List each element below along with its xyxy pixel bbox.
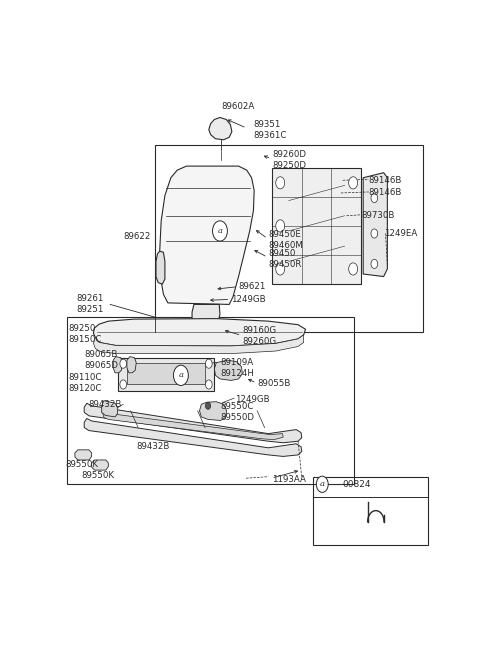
Text: 89602A: 89602A [221,103,254,111]
Polygon shape [156,251,165,284]
Bar [127,363,205,384]
Text: 89351
89361C: 89351 89361C [253,120,287,139]
Circle shape [120,359,127,368]
Polygon shape [103,409,283,440]
Circle shape [213,221,228,241]
Text: 89450E
89460M: 89450E 89460M [268,230,303,250]
Text: 89110C
89120C: 89110C 89120C [68,373,102,393]
Text: 89550K: 89550K [66,459,98,468]
Polygon shape [75,450,92,460]
Text: 89432B: 89432B [88,400,121,409]
Polygon shape [215,360,242,380]
Bar [155,145,423,332]
Polygon shape [84,403,302,443]
Text: 89260D
89250D: 89260D 89250D [272,150,306,170]
Circle shape [205,402,211,409]
Circle shape [120,380,127,389]
Text: 1249GB: 1249GB [235,395,269,403]
Text: 00824: 00824 [343,480,371,489]
Text: 89250
89150C: 89250 89150C [68,324,102,344]
Text: 89432B: 89432B [136,442,169,451]
Circle shape [348,177,358,189]
Polygon shape [192,305,220,324]
Text: 89621: 89621 [239,282,266,291]
Polygon shape [200,401,227,420]
Text: 1249EA: 1249EA [384,229,417,238]
Polygon shape [102,401,118,417]
Text: 89055B: 89055B [257,380,290,388]
Circle shape [173,365,188,386]
Text: 89124H: 89124H [220,369,254,378]
Polygon shape [363,172,387,276]
Text: 1249GB: 1249GB [231,295,266,304]
Circle shape [276,220,285,232]
Text: 1193AA: 1193AA [272,474,306,484]
Bar [272,168,361,284]
Polygon shape [94,318,305,346]
Text: 89550C
89550D: 89550C 89550D [220,402,254,422]
Text: 89622: 89622 [123,232,151,241]
Circle shape [276,263,285,275]
Polygon shape [94,335,304,353]
Text: 89550K: 89550K [82,470,115,480]
Text: a: a [217,227,222,235]
Text: 89065B
89065D: 89065B 89065D [84,350,118,370]
Circle shape [348,263,358,275]
Polygon shape [127,357,136,373]
Circle shape [276,177,285,189]
Bar [313,476,428,545]
Polygon shape [92,460,108,470]
Circle shape [371,259,378,268]
Text: 89450
89450R: 89450 89450R [268,249,302,269]
Text: a: a [320,480,325,488]
Text: a: a [179,371,183,380]
Circle shape [205,359,212,368]
Polygon shape [209,118,232,139]
Circle shape [205,380,212,389]
Polygon shape [84,418,302,457]
Text: 89730B: 89730B [361,211,395,220]
Text: 89146B: 89146B [369,188,402,197]
Text: 89160G
89260G: 89160G 89260G [242,326,276,346]
Text: 89146B: 89146B [369,176,402,185]
Text: 89109A: 89109A [220,358,253,367]
Circle shape [371,193,378,203]
Circle shape [371,229,378,238]
Circle shape [316,476,328,492]
Bar [118,358,215,391]
Bar [67,317,354,484]
Polygon shape [160,166,254,305]
Text: 89261
89251: 89261 89251 [77,294,104,315]
Polygon shape [113,357,122,373]
